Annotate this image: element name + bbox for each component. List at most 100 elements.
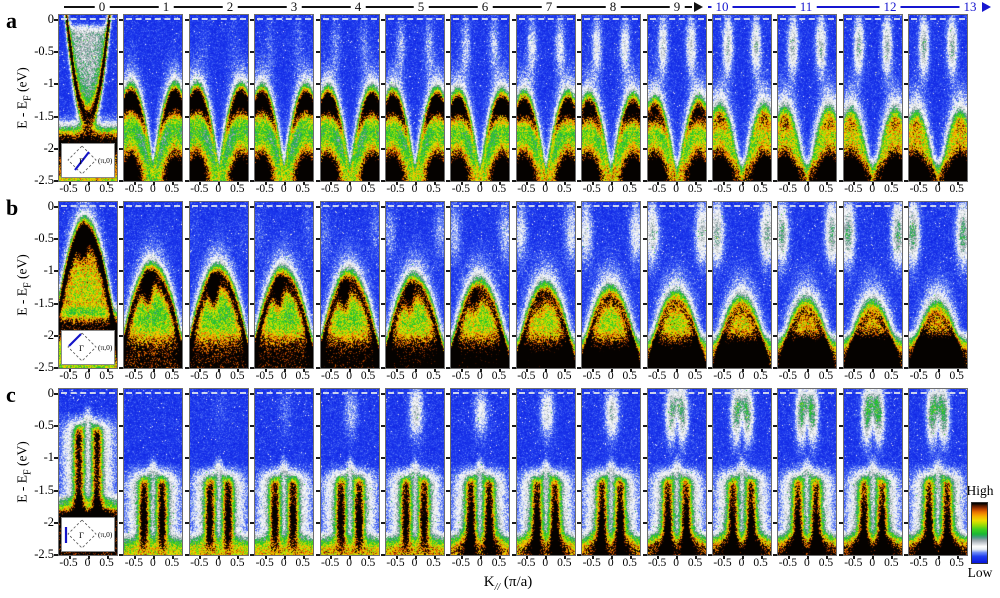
x-tick-label: -0.5 xyxy=(386,370,405,382)
y-tick-mark xyxy=(642,180,647,182)
x-tick-mark xyxy=(460,369,463,372)
fermi-level-dashed-line xyxy=(191,392,246,394)
spectrum-panel-a-13 xyxy=(904,14,969,185)
x-tick-mark xyxy=(237,369,240,372)
x-tick-mark xyxy=(302,369,305,372)
x-tick-mark xyxy=(722,556,725,559)
x-tick-label: -0.5 xyxy=(59,183,78,195)
x-tick-label: 0.5 xyxy=(360,370,376,382)
y-tick-mark xyxy=(577,18,582,21)
y-tick-label: -1 xyxy=(43,450,54,465)
x-tick-label: 0 xyxy=(280,183,287,195)
y-tick-mark xyxy=(773,147,778,150)
fermi-level-dashed-line xyxy=(191,18,246,20)
x-tick-label: -0.5 xyxy=(451,183,470,195)
x-tick-label: 0.5 xyxy=(949,183,964,195)
x-tick-label: 0 xyxy=(542,370,549,382)
x-tick-label: -0.5 xyxy=(386,183,405,195)
spectrum-image-b-2 xyxy=(189,202,248,368)
x-tick-label: -0.5 xyxy=(778,183,797,195)
y-tick-mark xyxy=(642,147,647,150)
y-tick-mark xyxy=(381,334,385,337)
x-tick-label: -0.5 xyxy=(909,557,928,569)
y-tick-mark xyxy=(184,425,189,428)
y-tick-mark xyxy=(838,457,843,460)
y-tick-mark xyxy=(708,554,712,556)
y-tick-mark xyxy=(54,425,58,428)
x-tick-label: -0.5 xyxy=(320,183,340,195)
y-tick-mark xyxy=(119,334,124,337)
spectrum-panel-b-1 xyxy=(119,201,184,372)
y-tick-mark xyxy=(642,302,647,305)
y-tick-mark xyxy=(577,367,582,369)
x-tick-mark xyxy=(395,556,398,559)
x-tick-label: -0.5 xyxy=(647,370,667,382)
x-tick-label: -0.5 xyxy=(59,557,78,569)
x-tick-label: 0.5 xyxy=(622,183,637,195)
y-tick-mark xyxy=(642,334,647,337)
y-tick-mark xyxy=(315,425,320,428)
y-tick-mark xyxy=(708,489,712,492)
y-tick-mark xyxy=(446,205,451,208)
x-tick-label: 0.5 xyxy=(818,557,834,569)
spectrum-panel-c-2 xyxy=(184,388,249,559)
y-tick-mark xyxy=(773,489,778,492)
x-tick-label: 0.5 xyxy=(295,557,310,569)
x-tick-mark xyxy=(106,556,109,559)
x-axis-title: K// (π/a) xyxy=(484,574,533,593)
spectrum-image-c-10 xyxy=(713,389,771,555)
x-tick-label: 0 xyxy=(84,183,91,195)
x-tick-mark xyxy=(171,369,174,372)
x-tick-mark xyxy=(564,556,567,559)
spectrum-panel-a-0: Γ (π,0) xyxy=(54,14,118,185)
x-tick-label: -0.5 xyxy=(647,183,667,195)
y-tick-mark xyxy=(54,334,58,337)
x-tick-mark xyxy=(956,556,959,559)
x-tick-label: 0.5 xyxy=(884,183,899,195)
x-tick-label: 0.5 xyxy=(753,557,768,569)
spectrum-panel-b-11 xyxy=(773,201,838,372)
x-tick-label: -0.5 xyxy=(386,557,405,569)
y-tick-mark xyxy=(446,18,451,21)
y-tick-mark xyxy=(119,83,124,86)
row-label-a: a xyxy=(6,8,17,33)
spectrum-image-c-7 xyxy=(516,389,575,555)
y-tick-mark xyxy=(773,425,778,428)
x-tick-mark xyxy=(853,369,856,372)
y-tick-mark xyxy=(708,18,712,21)
spectrum-image-b-8 xyxy=(582,202,641,368)
spectrum-panel-a-7 xyxy=(511,14,576,185)
x-tick-mark xyxy=(106,182,109,185)
y-tick-mark xyxy=(511,425,516,428)
x-axis-subscript: // xyxy=(494,582,501,593)
x-tick-label: -0.5 xyxy=(909,370,928,382)
x-tick-mark xyxy=(283,556,286,559)
x-tick-label: -0.5 xyxy=(844,370,863,382)
x-tick-label: 0.5 xyxy=(164,557,180,569)
x-tick-label: -0.5 xyxy=(255,183,274,195)
fermi-level-dashed-line xyxy=(257,18,312,20)
spectrum-image-b-9 xyxy=(647,202,706,368)
y-tick-mark xyxy=(577,115,582,118)
y-tick-mark xyxy=(250,302,255,305)
y-tick-mark xyxy=(381,115,385,118)
sequence-number-9: 9 xyxy=(669,0,685,13)
y-tick-mark xyxy=(184,302,189,305)
x-tick-label: 0.5 xyxy=(164,370,180,382)
x-tick-mark xyxy=(526,369,529,372)
x-tick-label: -0.5 xyxy=(255,370,274,382)
x-tick-mark xyxy=(349,182,352,185)
y-tick-mark xyxy=(54,270,58,273)
x-tick-mark xyxy=(872,369,875,372)
spectrum-panel-c-5 xyxy=(381,388,445,559)
fermi-level-dashed-line xyxy=(715,18,769,20)
y-tick-mark xyxy=(642,270,647,273)
y-tick-label: -2 xyxy=(43,327,54,342)
x-tick-label: -0.5 xyxy=(778,370,797,382)
x-tick-label: 0.5 xyxy=(491,370,507,382)
y-axis-subscript: F xyxy=(22,282,34,288)
x-tick-mark xyxy=(498,556,501,559)
x-tick-mark xyxy=(368,369,371,372)
spectrum-panel-c-4 xyxy=(315,388,380,559)
y-tick-mark xyxy=(511,554,516,556)
